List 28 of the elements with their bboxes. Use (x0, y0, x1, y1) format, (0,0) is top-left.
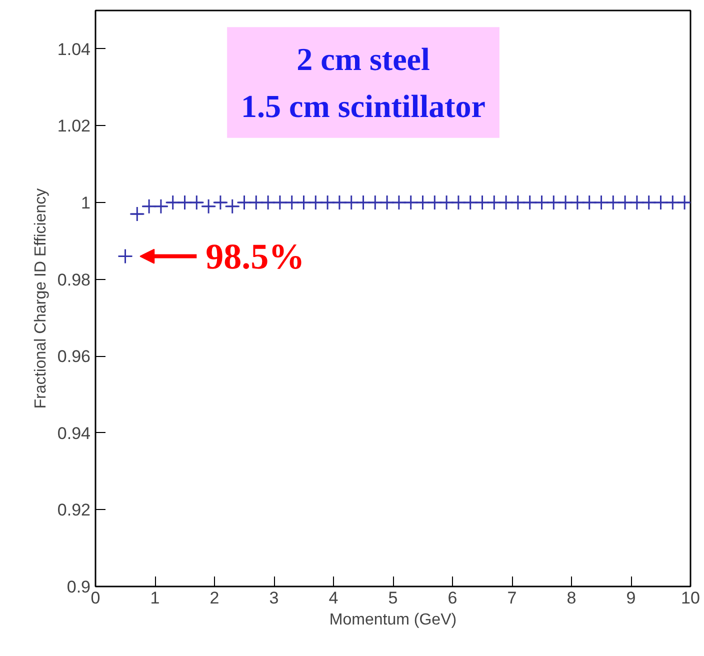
x-tick-label: 3 (269, 588, 279, 608)
x-tick-label: 7 (507, 588, 517, 608)
point (224, 198, 240, 214)
y-tick-label: 0.96 (57, 347, 91, 366)
annotation: 98.5% (206, 236, 305, 276)
x-tick-label: 4 (328, 588, 338, 608)
y-tick-label: 0.92 (57, 500, 91, 520)
x-tick-label: 10 (681, 588, 700, 608)
x-tick-label: 5 (388, 588, 398, 608)
y-tick-label: 0.94 (57, 424, 91, 443)
y-tick-label: 1.02 (57, 116, 91, 136)
x-tick-label: 0 (90, 588, 100, 608)
point (118, 248, 133, 264)
x-tick-label: 9 (626, 588, 636, 608)
x-tick-label: 6 (448, 588, 458, 608)
y-tick-label: 0.98 (57, 270, 91, 290)
point (200, 198, 216, 214)
y-tick-label: 1 (81, 194, 91, 212)
y-tick-label: 0.9 (66, 578, 91, 596)
x-tick-label: 1 (150, 588, 160, 608)
point (129, 206, 145, 222)
x-tick-label: 8 (566, 588, 576, 608)
point (212, 194, 228, 210)
x-axis-title: Momentum (GeV) (329, 612, 457, 628)
y-axis-title: Fractional Charge ID Efficiency (32, 188, 50, 409)
x-tick-label: 2 (210, 588, 220, 608)
y-tick-label: 1.04 (57, 40, 91, 59)
annotation: 2 cm steel 1.5 cm scintillator (241, 41, 486, 124)
